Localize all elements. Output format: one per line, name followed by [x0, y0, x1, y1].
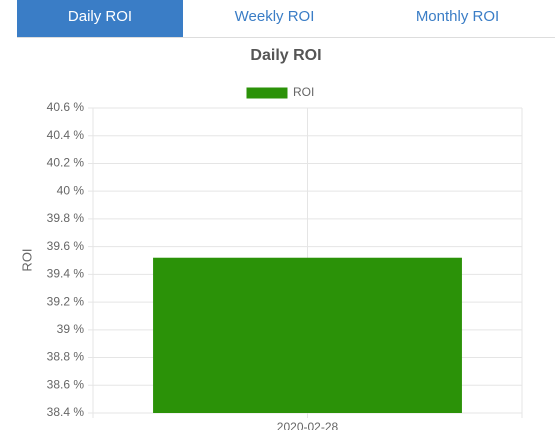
y-tick-label: 40 %: [57, 183, 85, 197]
legend-label: ROI: [293, 85, 314, 99]
y-axis-title: ROI: [19, 248, 34, 271]
y-tick-label: 38.4 %: [47, 405, 85, 419]
chart-title: Daily ROI: [250, 47, 321, 64]
bar: [153, 257, 462, 413]
y-tick-label: 39.2 %: [47, 294, 85, 308]
legend-swatch: [245, 86, 289, 100]
x-tick-label: 2020-02-28: [277, 420, 339, 430]
y-tick-label: 39.6 %: [47, 239, 85, 253]
y-tick-label: 40.2 %: [47, 156, 85, 170]
tab[interactable]: Daily ROI: [17, 0, 183, 37]
y-tick-label: 39.4 %: [47, 267, 85, 281]
y-tick-label: 38.8 %: [47, 350, 85, 364]
tab[interactable]: Monthly ROI: [415, 8, 500, 25]
y-tick-label: 39 %: [57, 322, 85, 336]
tab[interactable]: Weekly ROI: [234, 8, 315, 25]
y-tick-label: 40.6 %: [47, 100, 85, 114]
y-tick-label: 38.6 %: [47, 377, 85, 391]
tab-bar: Daily ROI Weekly ROI Monthly ROI: [17, 0, 555, 38]
y-tick-label: 40.4 %: [47, 128, 85, 142]
y-tick-label: 39.8 %: [47, 211, 85, 225]
